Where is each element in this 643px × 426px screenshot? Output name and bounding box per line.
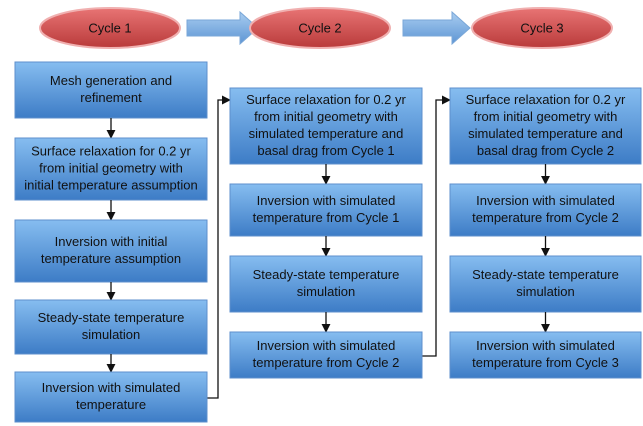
step-box <box>229 183 423 237</box>
step-box <box>449 87 642 165</box>
cycle-label: Cycle 2 <box>298 20 341 35</box>
step-text: simulation <box>297 284 356 299</box>
step-text: Steady-state temperature <box>38 310 185 325</box>
step-text: basal drag from Cycle 2 <box>477 143 614 158</box>
step-text: temperature from Cycle 2 <box>472 210 619 225</box>
step-box <box>449 183 642 237</box>
step-text: from initial geometry with <box>39 160 183 175</box>
step-text: Steady-state temperature <box>253 267 400 282</box>
cycle-ellipse <box>39 7 181 49</box>
connector <box>207 95 231 399</box>
step-text: Inversion with simulated <box>257 193 396 208</box>
step-box <box>14 371 208 423</box>
step-box <box>14 299 208 355</box>
step-text: Surface relaxation for 0.2 yr <box>466 92 626 107</box>
cycle-arrow <box>186 10 259 46</box>
step-text: temperature <box>76 397 146 412</box>
step-text: simulation <box>82 327 141 342</box>
step-text: Surface relaxation for 0.2 yr <box>31 143 191 158</box>
step-text: Steady-state temperature <box>472 267 619 282</box>
step-text: from initial geometry with <box>474 109 618 124</box>
step-text: temperature from Cycle 1 <box>253 210 400 225</box>
step-text: Inversion with initial <box>55 234 168 249</box>
step-text: temperature assumption <box>41 251 181 266</box>
cycle-ellipse <box>471 7 613 49</box>
step-text: simulated temperature and <box>249 126 404 141</box>
step-text: Inversion with simulated <box>42 380 181 395</box>
step-box <box>229 87 423 165</box>
step-text: simulated temperature and <box>468 126 623 141</box>
step-box <box>229 255 423 313</box>
step-box <box>449 255 642 313</box>
cycle-label: Cycle 3 <box>520 20 563 35</box>
step-text: simulation <box>516 284 575 299</box>
step-text: temperature from Cycle 2 <box>253 355 400 370</box>
step-text: initial temperature assumption <box>24 177 197 192</box>
connector <box>422 95 451 357</box>
step-box <box>449 331 642 379</box>
step-text: refinement <box>80 90 142 105</box>
step-box <box>14 219 208 283</box>
step-text: Mesh generation and <box>50 73 172 88</box>
step-box <box>229 331 423 379</box>
step-text: Inversion with simulated <box>476 338 615 353</box>
step-text: Inversion with simulated <box>476 193 615 208</box>
step-text: Inversion with simulated <box>257 338 396 353</box>
cycle-label: Cycle 1 <box>88 20 131 35</box>
step-text: temperature from Cycle 3 <box>472 355 619 370</box>
cycle-arrow <box>402 10 471 46</box>
cycle-ellipse <box>249 7 391 49</box>
step-text: basal drag from Cycle 1 <box>257 143 394 158</box>
step-box <box>14 61 208 119</box>
step-text: from initial geometry with <box>254 109 398 124</box>
step-text: Surface relaxation for 0.2 yr <box>246 92 406 107</box>
